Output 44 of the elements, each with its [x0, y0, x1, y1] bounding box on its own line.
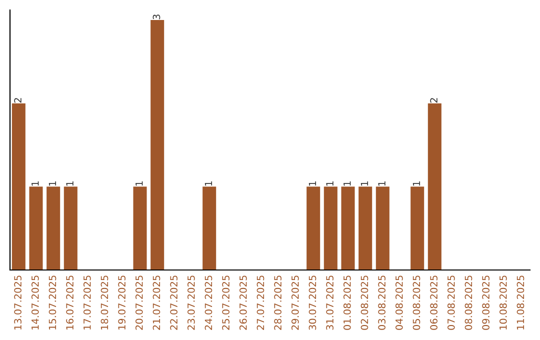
data-label: 3: [152, 14, 160, 20]
x-tick-label: 16.07.2025: [66, 276, 74, 330]
data-label: 1: [360, 181, 368, 186]
data-label: 1: [204, 181, 212, 186]
x-tick-label: 18.07.2025: [100, 276, 108, 330]
x-tick-label: 02.08.2025: [360, 276, 368, 330]
x-tick-label: 27.07.2025: [256, 276, 264, 330]
data-label: 2: [14, 98, 22, 103]
x-tick-label: 09.08.2025: [482, 276, 490, 330]
x-tick-label: 25.07.2025: [222, 276, 230, 330]
x-tick-label: 01.08.2025: [343, 276, 351, 330]
data-label: 1: [308, 181, 316, 186]
x-tick-label: 26.07.2025: [239, 276, 247, 330]
data-label: 1: [136, 181, 143, 186]
x-tick-label: 06.08.2025: [430, 276, 438, 330]
x-tick-label: 14.07.2025: [31, 276, 39, 330]
x-tick-label: 31.07.2025: [326, 276, 334, 330]
x-tick-label: 24.07.2025: [204, 276, 212, 330]
data-label: 1: [344, 181, 351, 186]
data-label: 1: [66, 181, 74, 186]
x-tick-label: 05.08.2025: [412, 276, 420, 330]
x-tick-label: 04.08.2025: [395, 276, 403, 330]
x-tick-label: 29.07.2025: [291, 276, 299, 330]
data-label: 1: [48, 181, 56, 186]
x-tick-label: 22.07.2025: [170, 276, 178, 330]
data-label: 1: [378, 181, 386, 186]
data-label: 1: [326, 181, 334, 186]
x-tick-label: 23.07.2025: [187, 276, 195, 330]
data-label: 1: [32, 181, 39, 186]
data-label: 1: [412, 181, 420, 186]
x-tick-label: 03.08.2025: [378, 276, 386, 330]
x-tick-label: 30.07.2025: [308, 276, 316, 330]
x-tick-label: 11.08.2025: [516, 276, 524, 330]
data-label: 2: [430, 98, 438, 103]
x-tick-label: 15.07.2025: [48, 276, 56, 330]
x-tick-label: 10.08.2025: [499, 276, 507, 330]
x-tick-label: 20.07.2025: [135, 276, 143, 330]
x-tick-label: 08.08.2025: [464, 276, 472, 330]
x-tick-label: 28.07.2025: [274, 276, 282, 330]
x-tick-label: 21.07.2025: [152, 276, 160, 330]
x-tick-label: 13.07.2025: [14, 276, 22, 330]
x-tick-label: 17.07.2025: [83, 276, 91, 330]
x-tick-label: 07.08.2025: [447, 276, 455, 330]
x-tick-label: 19.07.2025: [118, 276, 126, 330]
